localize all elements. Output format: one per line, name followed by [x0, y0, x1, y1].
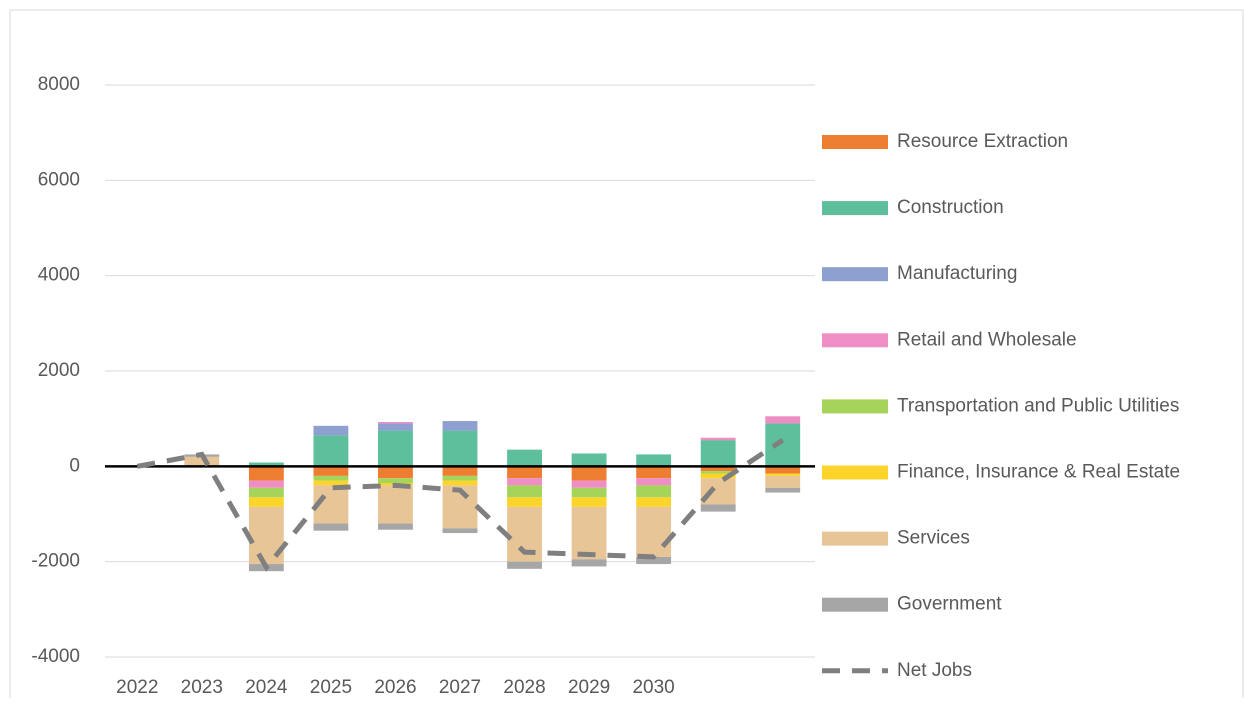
bar-segment [765, 487, 801, 493]
bar-segment [507, 497, 542, 507]
bar-segment [248, 466, 284, 481]
bar-segment [248, 487, 284, 498]
x-tick-label: 2026 [374, 677, 416, 698]
legend-swatch [822, 597, 888, 612]
x-tick-label: 2028 [503, 677, 545, 698]
net-line [136, 438, 785, 572]
legend-label: Net Jobs [897, 660, 972, 681]
bar-segment [636, 556, 672, 565]
y-tick-label: 0 [69, 455, 80, 476]
legend-label: Finance, Insurance & Real Estate [897, 462, 1180, 483]
bar-segment [571, 453, 607, 467]
bar-segment [442, 528, 478, 534]
bar-segment [313, 523, 349, 531]
legend-swatch [822, 399, 888, 414]
bar-segment [442, 421, 478, 431]
x-tick-label: 2022 [116, 677, 158, 698]
legend-swatch [822, 267, 888, 282]
bar-segment [378, 485, 413, 524]
bar-segment [313, 475, 349, 481]
legend-label: Resource Extraction [897, 131, 1068, 152]
bar-segment [765, 473, 801, 476]
legend-swatch [822, 531, 888, 546]
bar-segment [571, 559, 607, 567]
bar-segment [571, 497, 607, 507]
bar-segment [442, 430, 478, 467]
bar-segment [507, 466, 542, 479]
bar-segment [313, 425, 349, 436]
bar-segment [442, 475, 478, 481]
y-tick-label: 2000 [38, 360, 80, 381]
bar-segment [636, 506, 672, 557]
bar-segment [378, 523, 413, 530]
legend-swatch [822, 465, 888, 480]
bar-segment [184, 456, 220, 467]
bar-segment [765, 475, 801, 488]
y-tick-label: 4000 [38, 265, 80, 286]
bar-segment [378, 423, 413, 431]
bar-segment [700, 473, 736, 479]
bar-segment [700, 437, 736, 441]
bar-segment [442, 480, 478, 486]
x-tick-label: 2029 [568, 677, 610, 698]
legend-swatch [822, 201, 888, 216]
x-tick-label: 2027 [439, 677, 481, 698]
bar-segment [313, 466, 349, 476]
bar-segment [378, 466, 413, 479]
legend-label: Construction [897, 197, 1004, 218]
bar-segment [700, 466, 736, 472]
bar-segment [248, 497, 284, 507]
bar-segment [248, 480, 284, 488]
bar-segment [700, 440, 736, 467]
bar-segment [313, 480, 349, 486]
bar-segment [507, 478, 542, 486]
bar-segment [765, 416, 801, 424]
bar-segment [248, 462, 284, 467]
bar-segment [765, 423, 801, 467]
bar-segment [571, 480, 607, 488]
bar-segment [571, 487, 607, 498]
y-tick-label: 6000 [38, 169, 80, 190]
bar-segment [765, 466, 801, 474]
bar-segment [636, 454, 672, 467]
y-tick-label: -4000 [31, 646, 80, 667]
bar-segment [507, 449, 542, 467]
x-tick-label: 2023 [181, 677, 223, 698]
bar-segment [636, 497, 672, 507]
bar-segment [700, 504, 736, 512]
legend-label: Manufacturing [897, 263, 1017, 284]
bar-segment [313, 435, 349, 467]
legend-swatch [822, 333, 888, 348]
legend-label: Services [897, 528, 970, 549]
legend-label: Government [897, 594, 1002, 615]
bar-segment [636, 485, 672, 498]
bar-segment [378, 422, 413, 424]
bar-segment [378, 430, 413, 467]
chart-border [9, 9, 1244, 701]
y-tick-label: 8000 [38, 74, 80, 95]
bar-segment [636, 466, 672, 479]
bar-segment [378, 478, 413, 484]
bar-segment [571, 466, 607, 481]
bar-segment [507, 485, 542, 498]
legend-swatch [822, 135, 888, 149]
bar-segment [507, 561, 542, 569]
bar-segment [442, 466, 478, 476]
bar-segment [636, 478, 672, 486]
legend-label: Retail and Wholesale [897, 329, 1077, 350]
bar-segment [571, 506, 607, 560]
y-tick-label: -2000 [31, 551, 80, 572]
legend-label: Transportation and Public Utilities [897, 395, 1179, 416]
x-tick-label: 2024 [245, 677, 288, 698]
bar-segment [700, 471, 736, 474]
x-tick-label: 2025 [310, 677, 352, 698]
x-tick-label: 2030 [632, 677, 674, 698]
